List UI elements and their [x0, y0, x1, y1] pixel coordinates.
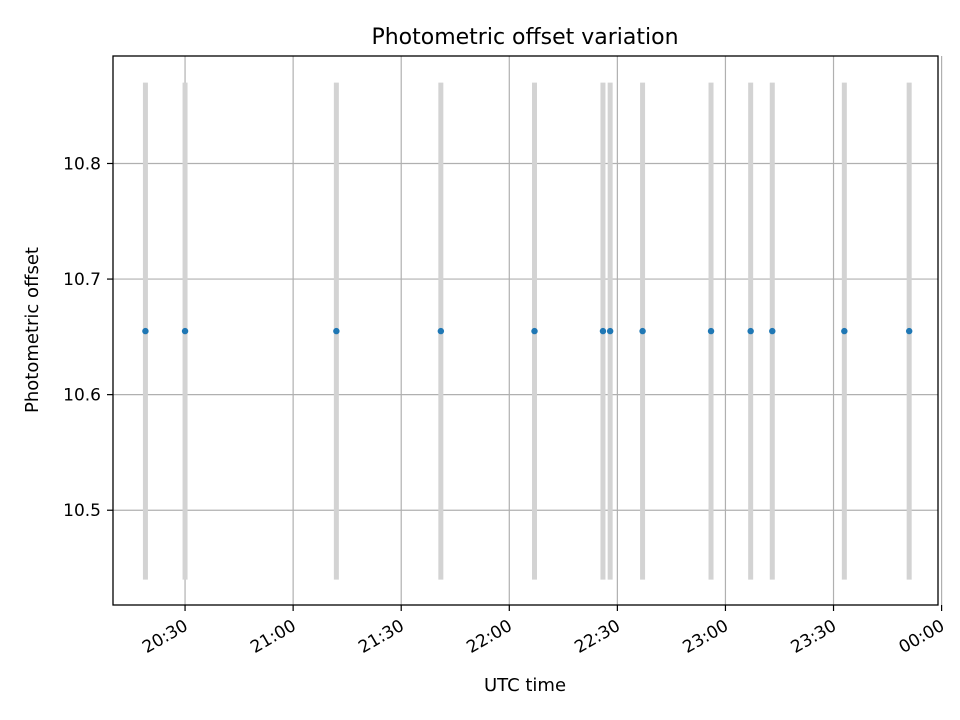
y-tick-label-3: 10.8: [63, 154, 101, 174]
y-axis-label: Photometric offset: [22, 247, 43, 413]
x-tick-label-7: 00:00: [896, 616, 948, 658]
x-tick-label-5: 23:00: [680, 616, 732, 658]
y-tick-label-2: 10.7: [63, 270, 101, 290]
data-point-4: [531, 327, 538, 335]
error-bars: [142, 82, 912, 580]
data-point-9: [747, 327, 754, 335]
data-point-7: [639, 327, 646, 335]
data-point-0: [142, 327, 149, 335]
x-tick-label-2: 21:30: [355, 616, 407, 658]
data-points: [142, 327, 913, 335]
data-point-2: [333, 327, 340, 335]
data-point-10: [769, 327, 776, 335]
grid-lines: [113, 56, 943, 605]
data-point-12: [905, 327, 913, 335]
x-tick-label-0: 20:30: [139, 616, 191, 658]
data-point-3: [437, 327, 445, 335]
chart-title: Photometric offset variation: [371, 25, 678, 50]
x-tick-label-1: 21:00: [247, 616, 299, 658]
x-axis-label: UTC time: [484, 675, 566, 696]
plot-frame: [112, 55, 939, 606]
data-point-8: [707, 327, 715, 335]
x-tick-label-3: 22:00: [463, 616, 515, 658]
y-tick-label-0: 10.5: [63, 501, 101, 521]
axis-ticks: 10.5 10.6 10.7 10.8 20:30 21:00 21:30 22:00 22:3…: [63, 154, 948, 657]
data-point-1: [181, 327, 189, 335]
data-point-6: [606, 327, 614, 335]
data-point-5: [599, 327, 607, 335]
data-point-11: [841, 327, 848, 335]
y-tick-label-1: 10.6: [63, 386, 101, 406]
x-tick-label-4: 22:30: [571, 616, 623, 658]
x-tick-label-6: 23:30: [788, 616, 840, 658]
